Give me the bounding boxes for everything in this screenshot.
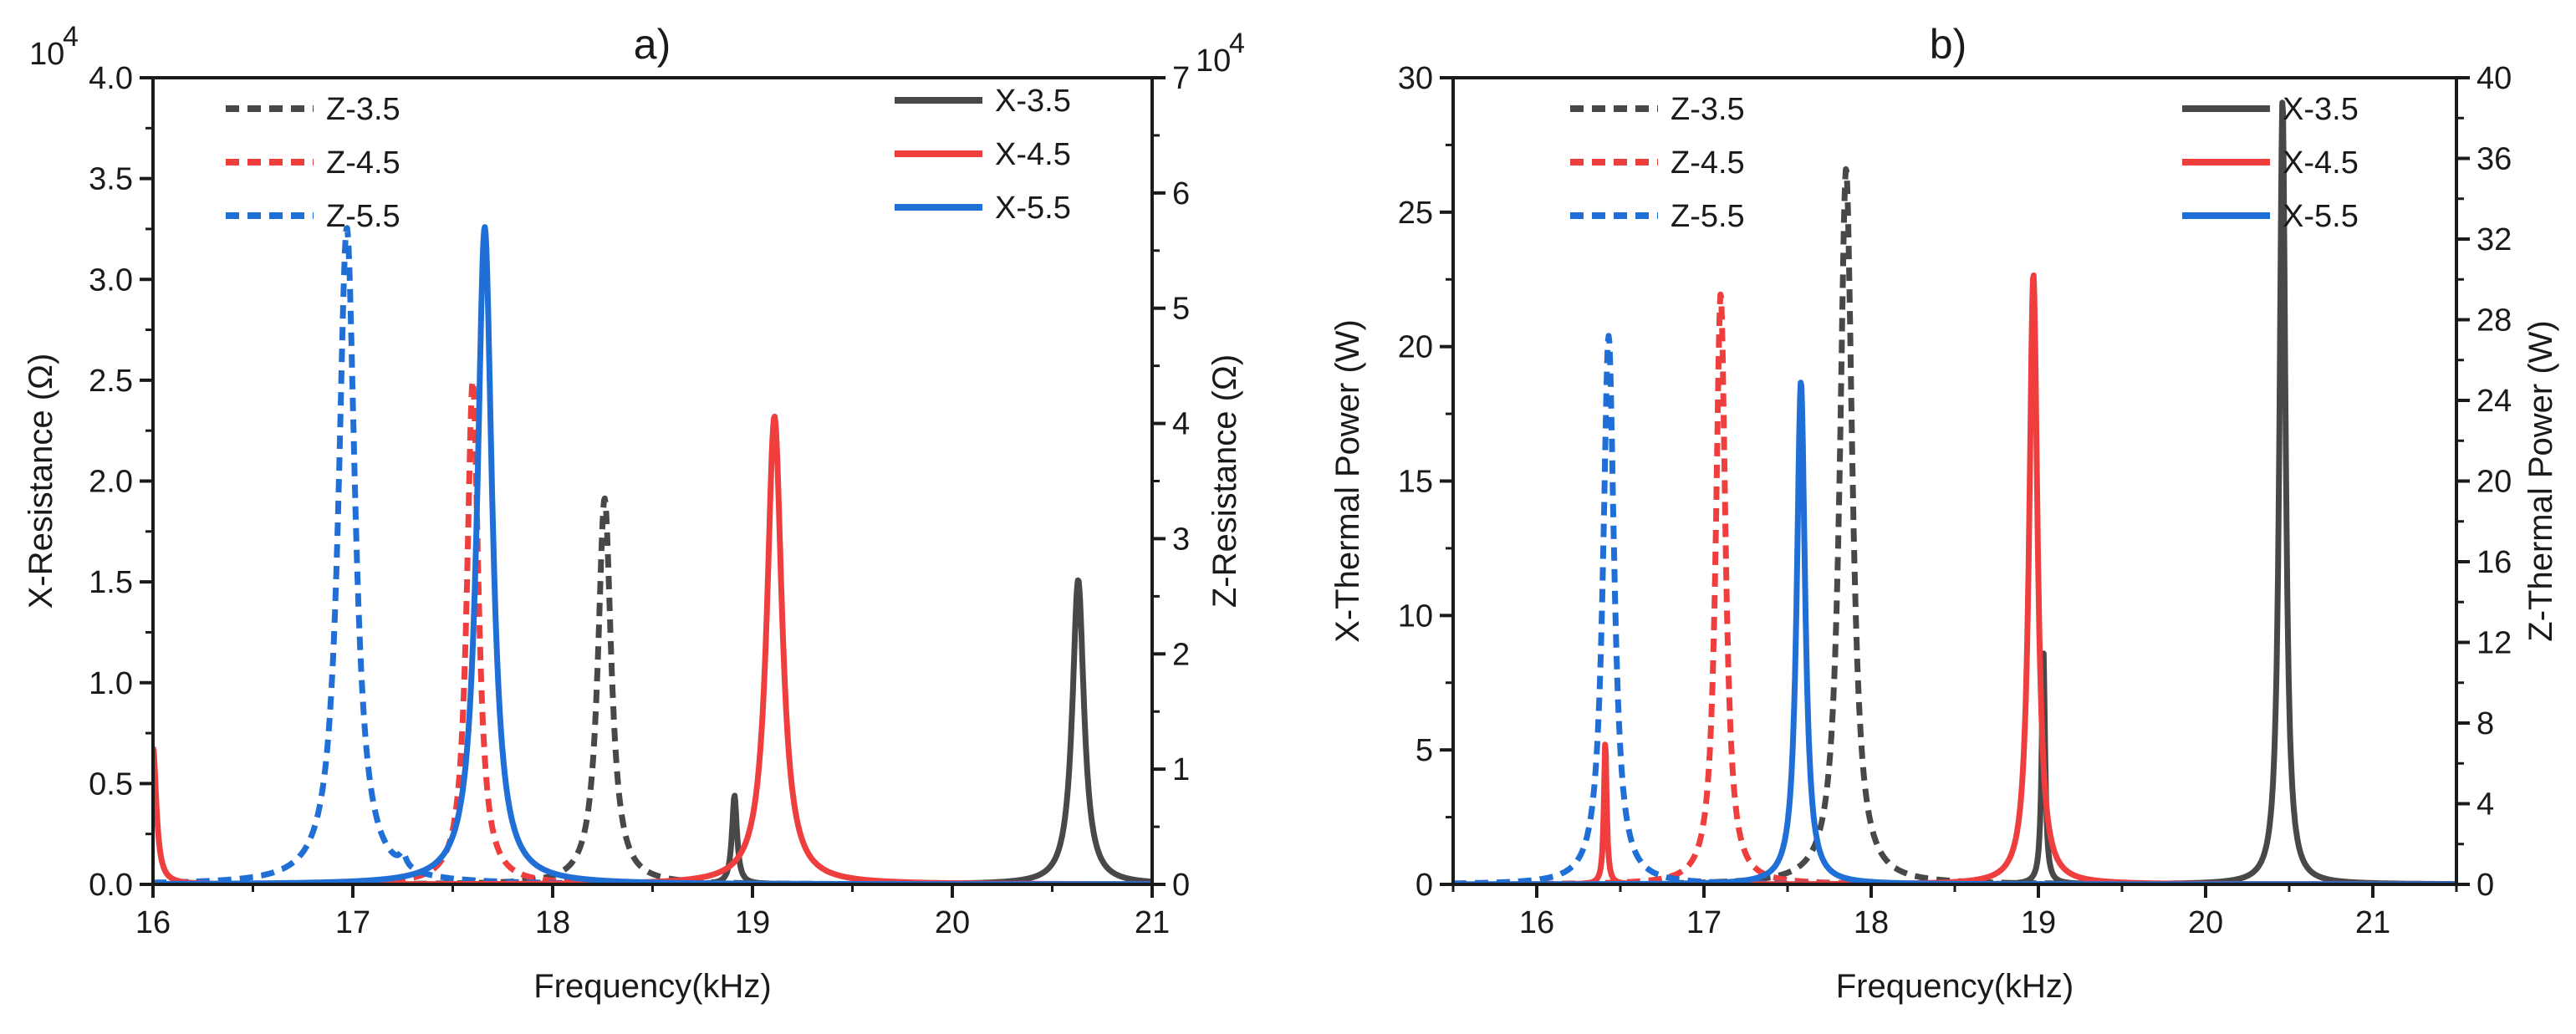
legend-label: X-3.5 [995,84,1071,119]
legend-label: Z-5.5 [326,199,400,234]
legend-label: X-4.5 [995,137,1071,172]
y-right-tick-label: 1 [1172,752,1190,787]
y-right-tick-label: 36 [2477,142,2512,177]
series-line-z-4.5 [153,378,1152,884]
series-line-z-5.5 [153,225,1152,884]
y-left-tick-label: 4.0 [89,61,133,96]
legend-label: X-5.5 [995,191,1071,226]
panel-label: a) [634,21,671,68]
y-right-tick-label: 4 [2477,787,2494,823]
y-left-multiplier: 10 [29,37,64,72]
series-line-z-3.5 [153,495,1152,884]
y-left-tick-label: 3.5 [89,162,133,197]
y-left-tick-label: 20 [1398,330,1433,365]
y-right-tick-label: 16 [2477,545,2512,580]
y-left-axis-title: X-Resistance (Ω) [23,354,59,609]
x-tick-label: 18 [535,905,570,940]
y-left-tick-label: 0 [1416,868,1433,903]
y-right-axis-title: Z-Resistance (Ω) [1206,354,1243,608]
y-left-tick-label: 1.5 [89,565,133,600]
y-right-tick-label: 20 [2477,465,2512,500]
series-line-x-5.5 [153,224,1152,884]
y-right-axis-title: Z-Thermal Power (W) [2522,320,2559,641]
y-right-tick-label: 28 [2477,303,2512,339]
y-right-tick-label: 3 [1172,522,1190,557]
x-tick-label: 20 [935,905,970,940]
y-right-tick-label: 12 [2477,626,2512,661]
y-right-tick-label: 7 [1172,61,1190,96]
y-left-tick-label: 2.5 [89,364,133,399]
legend-label: X-4.5 [2283,145,2359,181]
y-right-tick-label: 0 [2477,868,2494,903]
legend-z: Z-3.5 Z-4.5 Z-5.5 [226,92,400,234]
x-tick-label: 17 [1686,905,1722,940]
y-right-multiplier: 10 [1196,43,1231,79]
y-right-exponent: 4 [1229,28,1245,59]
x-tick-label: 16 [1519,905,1554,940]
legend-label: Z-3.5 [1671,92,1745,127]
y-right-tick-label: 6 [1172,176,1190,211]
y-right-tick-label: 5 [1172,292,1190,327]
x-tick-label: 19 [735,905,770,940]
panel-b: 16 17 18 19 20 21 0 5 10 15 20 25 30 0 4 8 12 16 20 24 28 32 3… [1329,21,2559,1005]
x-tick-label: 16 [135,905,171,940]
panel-a: 16 17 18 19 20 210.00.51.01.52.02.53.03.54.00… [23,21,1245,1005]
y-left-tick-label: 30 [1398,61,1433,96]
legend-label: Z-3.5 [326,92,400,127]
legend-x: X-3.5 X-4.5 X-5.5 [2182,92,2359,234]
legend-label: Z-4.5 [1671,145,1745,181]
y-right-tick-label: 8 [2477,706,2494,741]
plot-area [153,224,1152,884]
y-left-exponent: 4 [63,21,79,53]
legend-label: X-5.5 [2283,199,2359,234]
panel-label: b) [1930,21,1966,68]
x-tick-label: 19 [2021,905,2056,940]
y-left-tick-label: 3.0 [89,262,133,298]
y-left-tick-label: 1.0 [89,666,133,701]
x-tick-label: 20 [2188,905,2223,940]
y-left-tick-label: 0.0 [89,868,133,903]
y-left-tick-label: 0.5 [89,767,133,802]
y-right-tick-label: 32 [2477,222,2512,257]
legend-label: Z-5.5 [1671,199,1745,234]
series-line-x-3.5 [153,577,1152,884]
y-left-tick-label: 15 [1398,465,1433,500]
x-axis-title: Frequency(kHz) [533,968,772,1005]
x-tick-label: 17 [335,905,370,940]
x-tick-label: 21 [2355,905,2390,940]
y-left-tick-label: 10 [1398,598,1433,634]
y-left-tick-label: 5 [1416,733,1433,768]
y-right-tick-label: 24 [2477,384,2512,419]
x-tick-label: 21 [1135,905,1170,940]
y-right-tick-label: 0 [1172,868,1190,903]
legend-label: Z-4.5 [326,145,400,181]
y-right-tick-label: 2 [1172,637,1190,672]
y-left-tick-label: 25 [1398,196,1433,231]
series-line-x-4.5 [153,413,1152,884]
y-right-tick-label: 40 [2477,61,2512,96]
legend-z: Z-3.5 Z-4.5 Z-5.5 [1570,92,1745,234]
y-left-tick-label: 2.0 [89,465,133,500]
y-right-tick-label: 4 [1172,407,1190,442]
legend-label: X-3.5 [2283,92,2359,127]
x-tick-label: 18 [1854,905,1889,940]
x-axis-title: Frequency(kHz) [1836,968,2074,1005]
legend-x: X-3.5 X-4.5 X-5.5 [895,84,1071,226]
y-left-axis-title: X-Thermal Power (W) [1329,319,1366,643]
